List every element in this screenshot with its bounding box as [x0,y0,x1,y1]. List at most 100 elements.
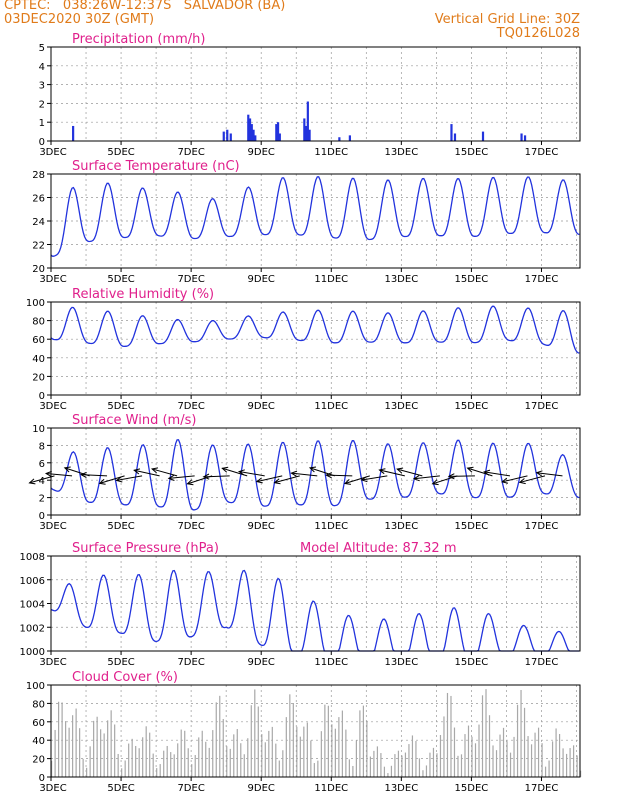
cloud-bar [345,729,347,777]
cloud-bar [488,715,491,777]
x-tick-label: 5DEC [107,521,134,532]
cloud-bar [485,689,487,777]
cloud-bar [334,728,336,777]
y-tick-label: 20 [32,755,45,766]
x-tick-label: 9DEC [248,783,275,794]
y-tick-label: 8 [39,441,45,452]
wind-arrow [238,471,265,477]
cloud-bar [100,729,102,777]
precip-bar [229,133,232,141]
x-tick-label: 13DEC [384,783,418,794]
cloud-bar [296,726,298,777]
cloud-bar [478,724,480,777]
cloud-bar [117,753,119,777]
wind-arrow [256,475,283,483]
wind-arrow [291,472,318,477]
cloud-bar [299,736,301,777]
wind-arrow-head [63,466,71,473]
y-tick-label: 60 [32,718,45,729]
cloud-bar [313,763,315,777]
x-tick-label: 9DEC [248,274,275,285]
x-tick-label: 7DEC [177,274,204,285]
cloud-bar [201,730,203,777]
wind-arrow [361,475,388,481]
cloud-bar [65,721,67,777]
cloud-bar [429,752,431,777]
wind-arrow [326,474,353,477]
cloud-bar [275,743,277,777]
y-tick-label: 0 [39,391,45,402]
cloud-bar [107,720,109,777]
y-tick-label: 10 [32,424,45,435]
cloud-bar [432,747,435,777]
wind-arrow-head [115,476,123,483]
cloud-bar [562,748,564,777]
cloud-bar [572,745,575,777]
cloud-bar [422,770,424,777]
wind-arrow-head [167,474,175,481]
cloud-bar [555,728,557,777]
wind-arrow-head [412,475,420,482]
wind-arrow-head [28,478,36,485]
cloud-bar [520,690,522,777]
cloud-bar [324,704,326,777]
cloud-bar [401,755,403,777]
y-tick-label: 100 [26,681,45,692]
cloud-bar [464,734,466,777]
y-tick-label: 20 [32,372,45,383]
precip-bar [338,137,341,141]
wind-arrow [413,475,440,480]
cloud-bar [320,731,322,777]
precip-bar [453,133,457,141]
wind-arrow-head [325,472,333,479]
wind-arrow [379,469,405,477]
cloud-bar [121,768,123,777]
y-tick-label: 22 [32,241,45,252]
cloud-bar [509,752,512,777]
cloud-bar [338,717,340,777]
cloud-bar [387,773,389,777]
wind-arrow [168,475,195,479]
wind-arrow [448,475,475,477]
x-tick-label: 15DEC [455,401,489,412]
cloud-bar [467,725,470,777]
cloud-bar [229,748,231,777]
panel-frame [50,684,581,778]
wind-arrow-head [466,466,474,473]
cloud-bar [341,710,343,777]
grid-line-note: Vertical Grid Line: 30Z [434,12,580,27]
cloud-bar [278,760,280,777]
cloud-bar [411,735,414,777]
cloud-bar [383,766,386,777]
x-tick-label: 11DEC [314,147,348,158]
panel-title: Surface Pressure (hPa) [72,541,219,556]
wind-arrow-head [483,469,491,476]
y-tick-label: 1008 [20,552,45,563]
cloud-bar [149,732,151,777]
y-tick-label: 60 [32,335,45,346]
cloud-bar [240,743,242,777]
cloud-bar [506,741,508,777]
x-tick-label: 5DEC [107,401,134,412]
precip-bar [247,114,250,141]
cloud-bar [397,750,400,777]
cloud-bar [303,726,305,777]
cloud-bar [471,736,473,777]
cloud-bar [173,754,175,777]
panel-annotation: Model Altitude: 87.32 m [300,541,457,556]
cloud-bar [516,704,519,777]
cloud-bar [289,694,291,777]
wind-arrow [519,475,546,483]
precip-bar [278,133,281,141]
cloud-bar [394,754,396,777]
cloud-bar [191,764,193,777]
x-tick-label: 13DEC [384,274,418,285]
panel-title: Surface Temperature (nC) [72,159,240,174]
x-tick-label: 17DEC [525,274,559,285]
x-tick-label: 11DEC [314,274,348,285]
cloud-bar [580,770,582,777]
x-tick-label: 15DEC [455,657,489,668]
cloud-bar [233,734,235,777]
y-tick-label: 28 [32,170,45,181]
cloud-bar [282,750,284,777]
